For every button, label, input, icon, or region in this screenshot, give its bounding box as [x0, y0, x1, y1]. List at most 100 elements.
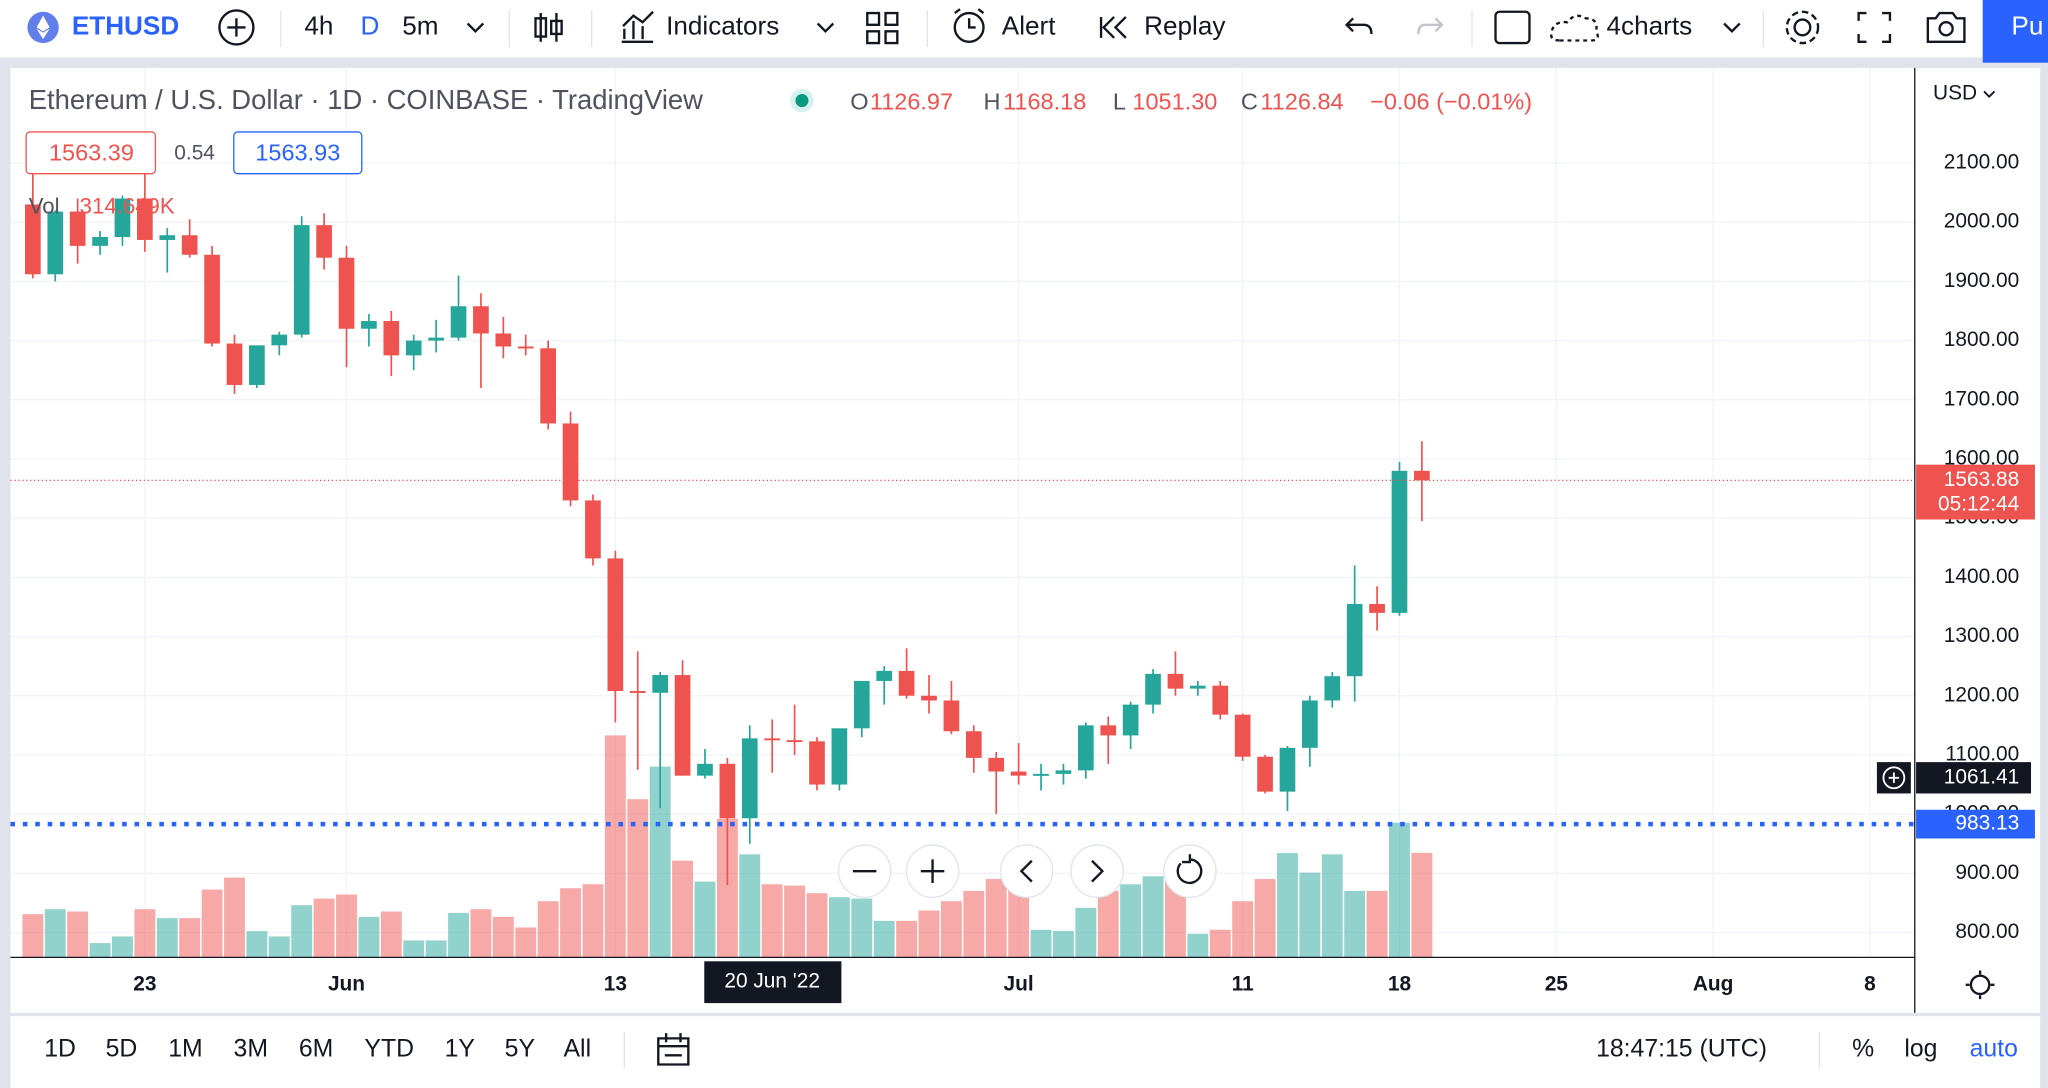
- crosshair-date-tag: [704, 961, 842, 1004]
- interval[interactable]: 5m: [402, 10, 438, 40]
- ohlc-value: 1168.18: [1003, 88, 1086, 114]
- compare-button[interactable]: [218, 9, 255, 46]
- auto-toggle[interactable]: auto: [1970, 1036, 2018, 1063]
- layout-name[interactable]: 4charts: [1607, 10, 1693, 40]
- alert-button[interactable]: Alert: [1002, 10, 1056, 40]
- indicators-dropdown[interactable]: [816, 22, 835, 34]
- candle-body: [697, 763, 713, 776]
- left-icon: [1019, 859, 1033, 883]
- add-alert-button[interactable]: [1882, 766, 1906, 790]
- alert-tag: [1916, 809, 2035, 839]
- clock[interactable]: 18:47:15 (UTC): [1596, 1036, 1767, 1063]
- add-alert-plus: [1888, 772, 1900, 784]
- market-status[interactable]: [795, 94, 809, 108]
- chart-type-button[interactable]: [534, 13, 563, 42]
- replay-icon[interactable]: [1099, 16, 1127, 39]
- candle-body: [809, 741, 825, 785]
- candle-body: [674, 675, 691, 776]
- range-button[interactable]: 1D: [44, 1036, 76, 1063]
- candle-body: [159, 235, 176, 240]
- percent-toggle[interactable]: %: [1852, 1036, 1874, 1063]
- redo-button[interactable]: [1417, 17, 1444, 34]
- volume-bar: [784, 885, 806, 958]
- interval-dropdown[interactable]: [466, 22, 485, 34]
- candle-body: [226, 343, 243, 385]
- candle-body: [293, 225, 310, 335]
- currency-dropdown[interactable]: [1983, 90, 1996, 98]
- replay-button[interactable]: Replay: [1144, 10, 1225, 40]
- ohlc-letter: C: [1241, 88, 1258, 114]
- plus-icon: [920, 859, 945, 883]
- candle-body: [1302, 700, 1318, 748]
- candle-body: [338, 257, 355, 329]
- publish-button[interactable]: [1982, 0, 2048, 63]
- scroll-right[interactable]: [1070, 844, 1124, 898]
- range-button[interactable]: 5Y: [505, 1036, 535, 1063]
- range-button[interactable]: 5D: [106, 1036, 138, 1063]
- axis-settings[interactable]: [1969, 974, 1991, 996]
- ohlc-value: 1126.97: [870, 88, 953, 114]
- volume-bar: [425, 940, 447, 958]
- interval[interactable]: 4h: [304, 10, 333, 40]
- symbol[interactable]: ETHUSD: [72, 10, 179, 40]
- volume-bar: [582, 884, 604, 958]
- buy-box[interactable]: [233, 131, 363, 175]
- candle-body: [898, 670, 915, 696]
- ohlc-letter: L: [1113, 88, 1126, 114]
- candle-body: [1190, 685, 1206, 689]
- last-price-tag: [1916, 464, 2035, 520]
- publish-label[interactable]: Pu: [2011, 10, 2043, 40]
- x-tick-label: 8: [1864, 972, 1876, 995]
- layouts-button[interactable]: [866, 11, 899, 45]
- candle-body: [921, 695, 937, 701]
- candle-body: [629, 691, 646, 693]
- settings-button[interactable]: [1793, 18, 1812, 37]
- ask[interactable]: 1563.93: [255, 139, 340, 165]
- scroll-left[interactable]: [999, 844, 1054, 898]
- reset-view[interactable]: [1163, 844, 1217, 898]
- undo-button[interactable]: [1344, 17, 1373, 35]
- go-to-date[interactable]: [657, 1033, 690, 1066]
- volume-bar: [44, 909, 66, 958]
- layout-dropdown[interactable]: [1723, 22, 1741, 34]
- y-tick-label: 1300.00: [1944, 624, 2019, 647]
- volume-bar: [672, 860, 694, 958]
- candle-body: [1100, 725, 1117, 736]
- range-selector: 1D 5D 1M 3M 6M YTD 1Y 5Y All: [44, 1036, 591, 1063]
- x-tick-label: 18: [1388, 972, 1411, 995]
- volume-bar: [985, 878, 1007, 958]
- alert-icon[interactable]: [953, 11, 985, 43]
- fullscreen-button[interactable]: [1857, 11, 1892, 43]
- candle-body: [1055, 770, 1072, 774]
- indicators-icon[interactable]: [621, 10, 654, 43]
- candle-body: [1167, 673, 1184, 689]
- range-button[interactable]: 6M: [299, 1036, 333, 1063]
- candle-body: [1010, 771, 1027, 776]
- indicators-button[interactable]: Indicators: [666, 10, 779, 40]
- range-button[interactable]: All: [564, 1036, 592, 1063]
- range-button[interactable]: 1Y: [445, 1036, 475, 1063]
- layout-toggle[interactable]: [1494, 10, 1531, 45]
- volume-bar: [1344, 890, 1366, 958]
- bottom-toolbar: [10, 1016, 2041, 1088]
- right-icon: [1091, 859, 1105, 883]
- plus-icon: [227, 18, 246, 37]
- range-button[interactable]: 3M: [234, 1036, 268, 1063]
- range-button[interactable]: 1M: [168, 1036, 202, 1063]
- log-toggle[interactable]: log: [1904, 1036, 1937, 1063]
- volume-bar: [246, 931, 268, 958]
- currency-selector[interactable]: USD: [1933, 82, 1977, 105]
- candle-body: [271, 334, 288, 346]
- sell-box[interactable]: [25, 131, 157, 175]
- bid[interactable]: 1563.39: [49, 139, 134, 165]
- range-button[interactable]: YTD: [364, 1036, 414, 1063]
- snapshot-button[interactable]: [1926, 11, 1966, 43]
- interval[interactable]: D: [360, 10, 379, 40]
- spread: 0.54: [174, 142, 215, 165]
- candle-body: [831, 728, 848, 785]
- volume-bar: [694, 881, 716, 958]
- volume-bar: [649, 766, 671, 958]
- cloud-icon[interactable]: [1550, 14, 1599, 42]
- volume-bar: [604, 735, 626, 958]
